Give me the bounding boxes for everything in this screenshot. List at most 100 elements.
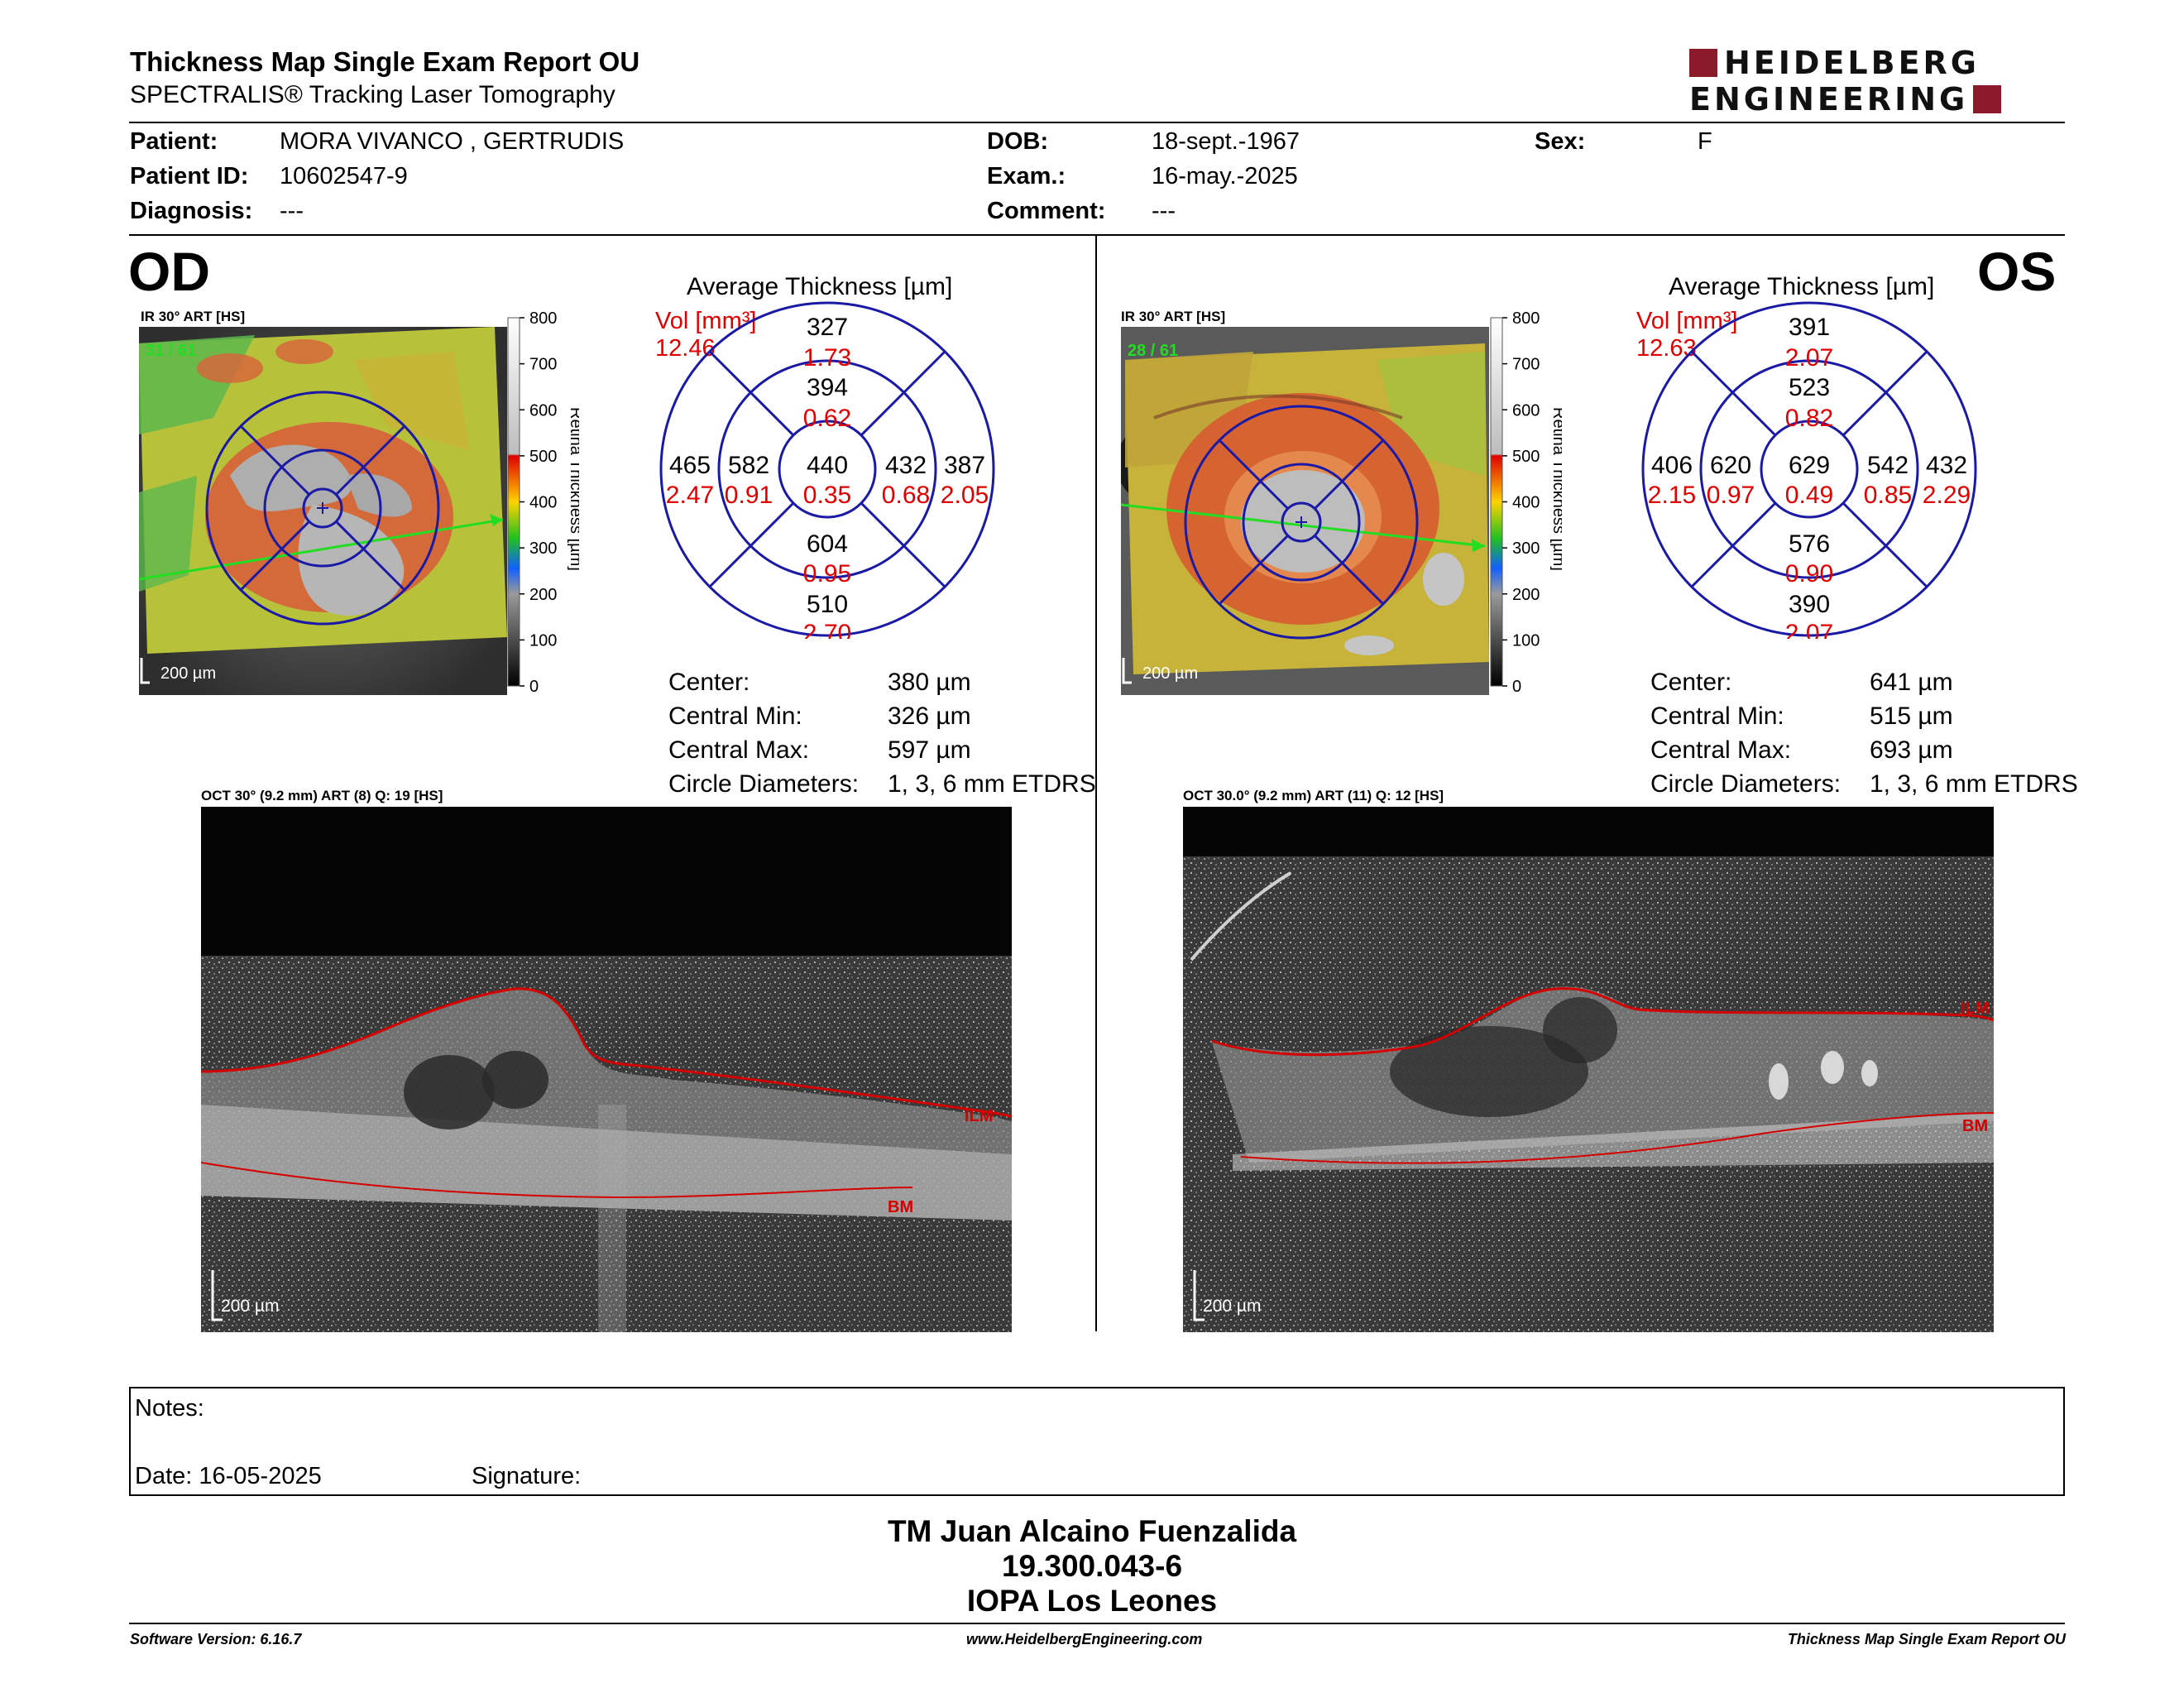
od-center-thickness: 440: [807, 452, 848, 479]
os-inner-temporal-volume: 0.97: [1707, 482, 1755, 509]
scale-tick-label: 200: [1512, 586, 1540, 604]
od-outer-superior-thickness: 327: [807, 314, 848, 341]
scale-tick-label: 500: [1512, 448, 1540, 466]
os-eye-label: OS: [1977, 241, 2057, 302]
logo-square-icon: [1689, 49, 1717, 77]
od-chart-title: Average Thickness [µm]: [687, 273, 953, 300]
diagnosis-value: ---: [280, 198, 304, 224]
od-inner-inferior-thickness: 604: [807, 530, 848, 558]
diagnosis-label: Diagnosis:: [130, 198, 253, 224]
od-oct-bscan: ILM BM 200 µm: [201, 807, 1012, 1332]
os-center-thickness: 629: [1789, 452, 1830, 479]
os-outer-inferior-thickness: 390: [1789, 591, 1830, 618]
os-inner-inferior-volume: 0.90: [1785, 560, 1833, 587]
od-center-volume: 0.35: [803, 482, 851, 509]
os-center-value: 641 µm: [1870, 669, 1953, 696]
os-central-min-value: 515 µm: [1870, 703, 1953, 730]
scale-tick-label: 800: [529, 309, 557, 328]
os-vol-label: Vol [mm³]: [1636, 308, 1738, 334]
dob-label: DOB:: [987, 128, 1049, 155]
scale-tick-label: 500: [529, 448, 557, 466]
os-inner-temporal-thickness: 620: [1710, 452, 1751, 479]
os-outer-nasal-volume: 2.29: [1923, 482, 1971, 509]
od-center-label: Center:: [668, 669, 750, 696]
od-oct-label: OCT 30° (9.2 mm) ART (8) Q: 19 [HS]: [201, 788, 443, 803]
scale-tick-label: 100: [1512, 631, 1540, 650]
scale-tick-label: 300: [529, 539, 557, 558]
scale-tick-label: 400: [1512, 494, 1540, 512]
os-oct-bscan: ILM BM 200 µm: [1183, 807, 1994, 1332]
od-inner-superior-volume: 0.62: [803, 405, 851, 432]
od-inner-temporal-volume: 0.91: [725, 482, 773, 509]
od-diameters-value: 1, 3, 6 mm ETDRS: [888, 770, 1096, 798]
od-outer-superior-volume: 1.73: [803, 344, 851, 372]
od-etdrs-grid: 327 1.73 394 0.62 465 2.47 582 0.91 440 …: [659, 301, 995, 639]
notes-box: [129, 1387, 2065, 1496]
scale-axis-label: Retina Thickness [µm]: [567, 407, 579, 571]
od-outer-temporal-thickness: 465: [669, 452, 711, 479]
os-thickness-map: 28 / 61 200 µm: [1121, 327, 1489, 695]
od-inner-nasal-volume: 0.68: [882, 482, 930, 509]
od-center-value: 380 µm: [888, 669, 971, 696]
report-subtitle: SPECTRALIS® Tracking Laser Tomography: [130, 81, 615, 108]
od-bm-label: BM: [888, 1198, 913, 1216]
logo-line-1: HEIDELBERG: [1724, 45, 1980, 81]
footer-divider: [129, 1623, 2065, 1624]
signer-rut: 19.300.043-6: [1001, 1549, 1183, 1583]
patient-name: MORA VIVANCO , GERTRUDIS: [280, 128, 625, 155]
os-oct-scalebar: 200 µm: [1203, 1297, 1261, 1316]
os-map-scalebar: 200 µm: [1142, 664, 1198, 683]
comment-value: ---: [1152, 198, 1176, 224]
od-inner-temporal-thickness: 582: [728, 452, 769, 479]
od-outer-inferior-volume: 2.70: [803, 620, 851, 639]
scale-tick-label: 300: [1512, 539, 1540, 558]
signature-label: Signature:: [472, 1463, 582, 1489]
website-link[interactable]: www.HeidelbergEngineering.com: [966, 1631, 1203, 1647]
eye-divider: [1095, 236, 1097, 1331]
os-center-volume: 0.49: [1785, 482, 1833, 509]
od-central-max-value: 597 µm: [888, 736, 971, 764]
os-outer-inferior-volume: 2.07: [1785, 620, 1833, 639]
os-etdrs-grid: 391 2.07 523 0.82 406 2.15 620 0.97 629 …: [1641, 301, 1977, 639]
od-outer-temporal-volume: 2.47: [666, 482, 714, 509]
os-inner-superior-thickness: 523: [1789, 374, 1830, 401]
os-central-max-value: 693 µm: [1870, 736, 1953, 764]
scale-tick-label: 0: [1512, 678, 1521, 696]
os-outer-temporal-volume: 2.15: [1648, 482, 1696, 509]
od-central-max-label: Central Max:: [668, 736, 810, 764]
od-oct-scalebar: 200 µm: [221, 1297, 279, 1316]
os-color-scale: 800 700 600 500 400 300 200 100 0 Retina Thicknes…: [1490, 309, 1562, 696]
notes-label: Notes:: [135, 1395, 204, 1422]
footer-report-title: Thickness Map Single Exam Report OU: [1787, 1631, 2066, 1647]
software-version: Software Version: 6.16.7: [130, 1631, 302, 1647]
os-ir-label: IR 30° ART [HS]: [1121, 309, 1226, 324]
od-frame-counter: 31 / 61: [146, 342, 196, 360]
scale-tick-label: 400: [529, 494, 557, 512]
logo-line-2: ENGINEERING: [1689, 81, 1969, 117]
os-inner-nasal-thickness: 542: [1867, 452, 1909, 479]
od-color-scale: 800 700 600 500 400 300 200 100 0 Retina Thicknes…: [507, 309, 579, 696]
dob-value: 18-sept.-1967: [1152, 128, 1300, 155]
os-inner-inferior-thickness: 576: [1789, 530, 1830, 558]
od-map-scalebar: 200 µm: [160, 664, 216, 683]
od-outer-nasal-volume: 2.05: [941, 482, 989, 509]
scale-tick-label: 700: [529, 356, 557, 374]
os-oct-label: OCT 30.0° (9.2 mm) ART (11) Q: 12 [HS]: [1183, 788, 1444, 803]
od-outer-nasal-thickness: 387: [944, 452, 985, 479]
comment-label: Comment:: [987, 198, 1106, 224]
sex-label: Sex:: [1535, 128, 1586, 155]
date-label: Date: 16-05-2025: [135, 1463, 322, 1489]
scale-tick-label: 100: [529, 631, 557, 650]
os-center-label: Center:: [1650, 669, 1732, 696]
os-bm-label: BM: [1962, 1117, 1988, 1135]
os-chart-title: Average Thickness [µm]: [1669, 273, 1935, 300]
os-outer-temporal-thickness: 406: [1651, 452, 1693, 479]
os-diameters-value: 1, 3, 6 mm ETDRS: [1870, 770, 2078, 798]
od-inner-superior-thickness: 394: [807, 374, 848, 401]
scale-tick-label: 200: [529, 586, 557, 604]
heidelberg-logo: HEIDELBERG ENGINEERING: [1689, 46, 2076, 116]
od-eye-label: OD: [128, 241, 210, 302]
patient-id-label: Patient ID:: [130, 163, 249, 189]
os-central-max-label: Central Max:: [1650, 736, 1792, 764]
od-ir-label: IR 30° ART [HS]: [141, 309, 246, 324]
